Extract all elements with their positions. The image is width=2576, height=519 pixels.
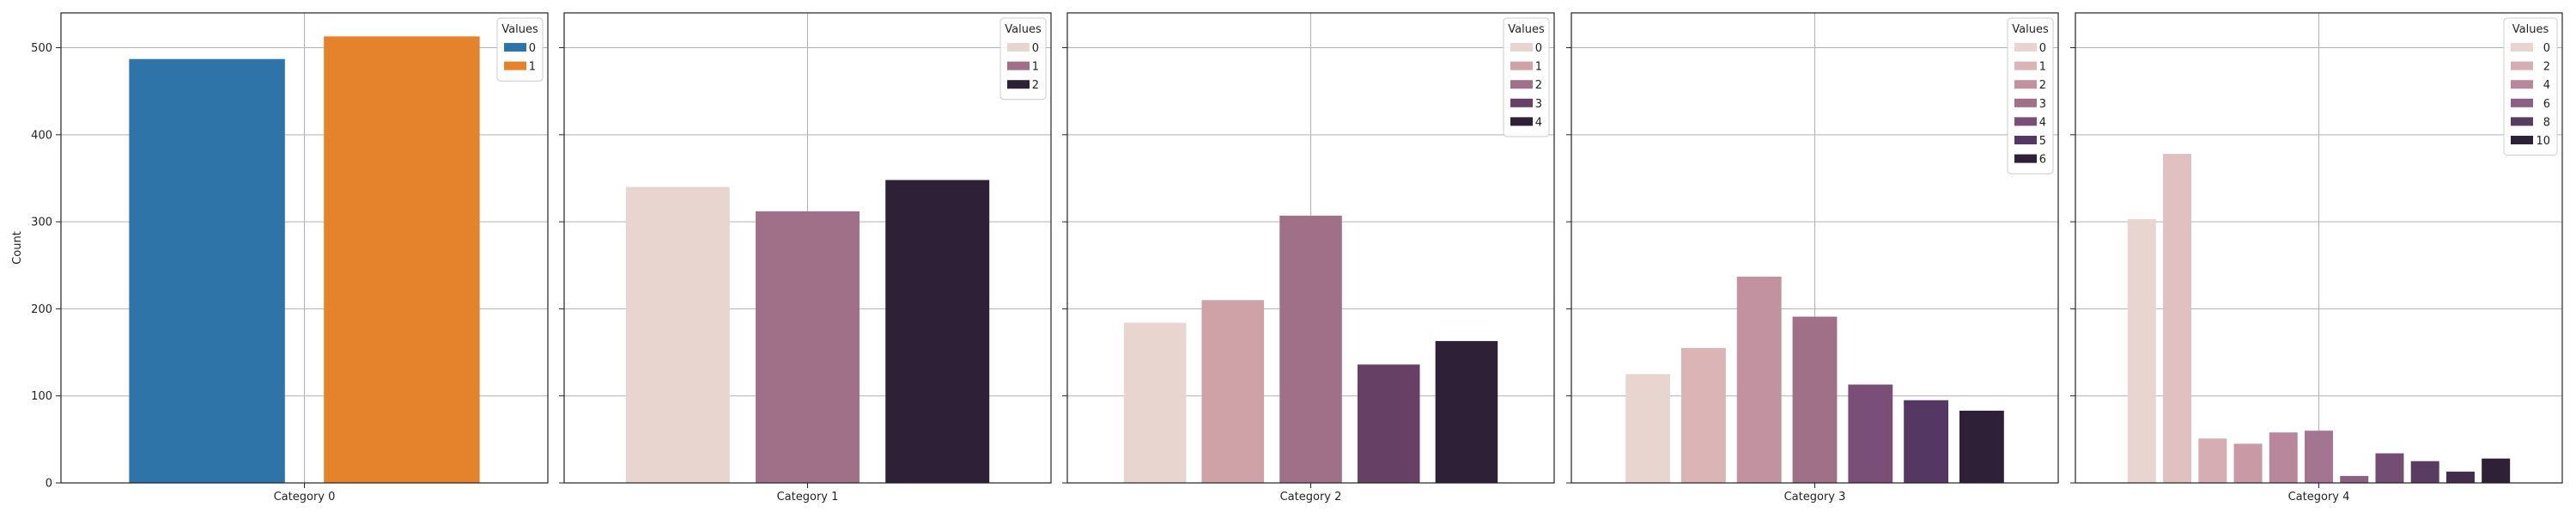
y-tick-label: 200 — [31, 303, 52, 316]
bar-cat3-value-0 — [1625, 374, 1670, 483]
legend-label: 6 — [2039, 154, 2046, 167]
legend-label: 0 — [2039, 42, 2046, 55]
legend-swatch — [2511, 43, 2533, 52]
bar-cat0-value-1 — [324, 36, 479, 483]
bar-cat1-value-1 — [756, 211, 860, 483]
legend-label: 3 — [2039, 98, 2046, 111]
y-tick-label: 300 — [31, 217, 52, 229]
legend-label: 6 — [2543, 98, 2550, 111]
bar-cat3-value-1 — [1681, 348, 1726, 483]
legend-swatch — [2014, 136, 2037, 144]
legend-swatch — [1510, 62, 1533, 70]
legend-swatch — [2014, 43, 2037, 52]
bar-cat4-value-1 — [2163, 154, 2191, 483]
y-tick-label: 0 — [46, 478, 52, 491]
bar-cat1-value-0 — [626, 187, 730, 483]
bar-cat4-value-7 — [2375, 454, 2403, 483]
legend-label: 2 — [1032, 79, 1039, 92]
bar-cat2-value-1 — [1201, 300, 1264, 483]
legend-label: 2 — [2039, 79, 2046, 92]
legend-swatch — [1007, 43, 1030, 52]
legend-swatch — [2511, 136, 2533, 144]
bar-cat3-value-2 — [1737, 277, 1782, 483]
bar-cat4-value-9 — [2446, 472, 2475, 483]
bar-cat1-value-2 — [885, 180, 989, 483]
legend-swatch — [2014, 62, 2037, 70]
bar-cat3-value-5 — [1904, 400, 1948, 483]
legend-title: Values — [501, 23, 538, 36]
x-tick-label: Category 3 — [1784, 491, 1846, 504]
legend-label: 10 — [2536, 135, 2550, 148]
bar-cat3-value-3 — [1793, 317, 1838, 483]
bar-cat4-value-4 — [2269, 432, 2298, 483]
y-tick-label: 500 — [31, 42, 52, 55]
legend-label: 0 — [2543, 42, 2550, 55]
y-tick-label: 400 — [31, 129, 52, 142]
legend-label: 1 — [1032, 61, 1039, 74]
legend-swatch — [1510, 99, 1533, 107]
bar-cat3-value-4 — [1848, 385, 1893, 483]
legend-swatch — [2014, 99, 2037, 107]
legend-swatch — [504, 43, 526, 52]
legend-swatch — [2014, 80, 2037, 89]
legend-label: 1 — [529, 61, 536, 74]
legend-title: Values — [2012, 23, 2049, 36]
legend-label: 1 — [2039, 61, 2046, 74]
legend-title: Values — [2512, 23, 2549, 36]
bar-cat2-value-2 — [1279, 216, 1342, 483]
legend-label: 5 — [2039, 135, 2046, 148]
bar-cat2-value-0 — [1124, 323, 1187, 483]
bar-cat4-value-10 — [2482, 459, 2510, 483]
bar-cat4-value-6 — [2340, 476, 2368, 483]
legend-swatch — [1007, 62, 1030, 70]
bar-cat4-value-8 — [2411, 461, 2439, 483]
legend-label: 4 — [2543, 79, 2550, 92]
x-tick-label: Category 0 — [274, 491, 336, 504]
bar-cat4-value-3 — [2234, 443, 2263, 483]
legend-label: 2 — [1535, 79, 1542, 92]
legend-label: 4 — [1535, 116, 1542, 129]
legend-title: Values — [1508, 23, 1545, 36]
legend-label: 8 — [2543, 116, 2550, 129]
y-axis-label: Count — [11, 231, 24, 265]
bar-cat4-value-5 — [2305, 430, 2333, 483]
legend-swatch — [504, 62, 526, 70]
legend-swatch — [2511, 117, 2533, 125]
legend-label: 0 — [1535, 42, 1542, 55]
legend-swatch — [1510, 117, 1533, 125]
legend-swatch — [1510, 43, 1533, 52]
x-tick-label: Category 1 — [777, 491, 839, 504]
bar-cat2-value-4 — [1436, 341, 1498, 483]
legend-swatch — [2511, 62, 2533, 70]
x-tick-label: Category 2 — [1280, 491, 1342, 504]
legend-label: 0 — [1032, 42, 1039, 55]
legend-label: 2 — [2543, 61, 2550, 74]
bar-cat3-value-6 — [1959, 411, 2004, 483]
legend-label: 1 — [1535, 61, 1542, 74]
legend-label: 3 — [1535, 98, 1542, 111]
legend-swatch — [2511, 80, 2533, 89]
bar-cat4-value-0 — [2128, 219, 2156, 483]
bar-cat0-value-0 — [129, 59, 284, 483]
bar-cat4-value-2 — [2198, 438, 2227, 483]
legend-swatch — [2014, 155, 2037, 163]
x-tick-label: Category 4 — [2288, 491, 2350, 504]
legend-title: Values — [1005, 23, 1042, 36]
legend-box — [2008, 18, 2053, 174]
legend-swatch — [1007, 80, 1030, 89]
y-tick-label: 100 — [31, 390, 52, 403]
legend-swatch — [2511, 99, 2533, 107]
legend-swatch — [2014, 117, 2037, 125]
legend-swatch — [1510, 80, 1533, 89]
legend-label: 0 — [529, 42, 536, 55]
bar-cat2-value-3 — [1358, 364, 1420, 483]
legend-label: 4 — [2039, 116, 2046, 129]
